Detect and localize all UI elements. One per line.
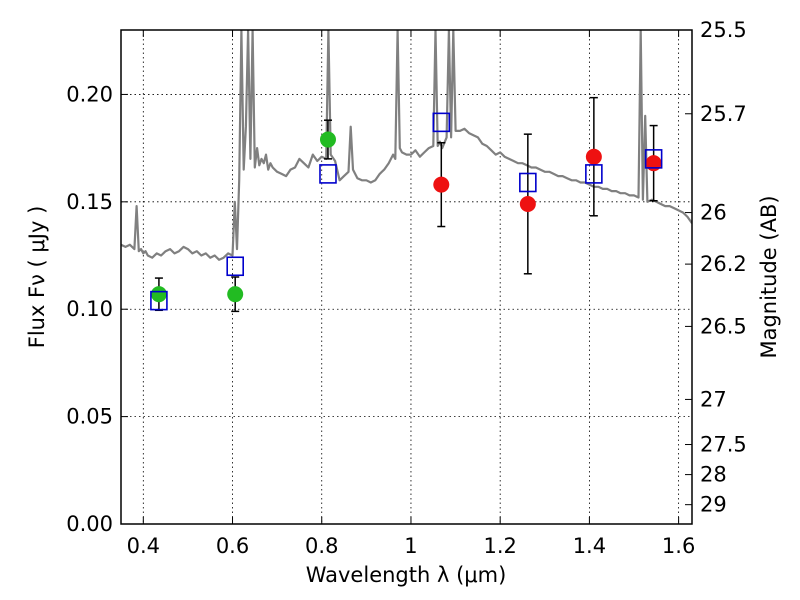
plot-frame: [120, 29, 693, 525]
red-photometry-points: [433, 148, 662, 212]
y-tick-label: 0.20: [66, 82, 113, 106]
y2-tick-label: 25.5: [700, 18, 747, 42]
y2-tick-label: 28: [700, 463, 727, 487]
y-tick-label: 0.05: [66, 405, 113, 429]
green-data-point: [150, 286, 167, 303]
model-photometry-boxes: [150, 112, 663, 311]
y2-tick-label: 26: [700, 201, 727, 225]
green-data-point: [227, 286, 244, 303]
y-axis-ticks: 0.00 0.05 0.10 0.15 0.20: [66, 82, 128, 536]
y2-tick-label: 26.5: [700, 314, 747, 338]
x-tick-label: 0.6: [216, 534, 249, 558]
y2-tick-label: 27.5: [700, 433, 747, 457]
model-photometry-box: [519, 172, 537, 193]
y2-axis-ticks: 25.5 25.7 26 26.2 26.5 27 27.5 28 29: [685, 18, 747, 517]
x-axis-ticks: 0.4 0.6 0.8 1 1.2 1.4 1.6: [127, 30, 695, 558]
model-photometry-box: [644, 149, 663, 169]
y-tick-label: 0.00: [66, 512, 113, 536]
y-axis-label: Flux Fν ( μJy ): [25, 206, 49, 349]
model-photometry-box: [226, 256, 244, 277]
model-photometry-box: [585, 164, 603, 184]
red-data-point: [433, 176, 450, 193]
x-axis-label: Wavelength λ (μm): [306, 563, 507, 587]
y2-axis-label: Magnitude (AB): [757, 195, 781, 358]
error-bars: [154, 96, 658, 313]
x-tick-label: 1: [404, 534, 417, 558]
model-photometry-box: [432, 112, 451, 133]
x-tick-label: 1.4: [573, 534, 606, 558]
green-photometry-points: [150, 131, 336, 303]
y2-tick-label: 25.7: [700, 102, 747, 126]
y2-tick-label: 29: [700, 493, 727, 517]
grid-lines: [121, 30, 692, 524]
red-data-point: [519, 195, 536, 212]
y-tick-label: 0.15: [66, 190, 113, 214]
x-tick-label: 1.2: [483, 534, 516, 558]
green-data-point: [319, 131, 336, 148]
y2-tick-label: 27: [700, 387, 727, 411]
red-data-point: [585, 148, 602, 165]
y-tick-label: 0.10: [66, 297, 113, 321]
model-spectrum-line: [121, 30, 692, 261]
x-tick-label: 0.8: [305, 534, 338, 558]
y2-tick-label: 26.2: [700, 252, 747, 276]
red-data-point: [645, 155, 662, 172]
x-tick-label: 1.6: [662, 534, 695, 558]
model-photometry-box: [319, 164, 337, 184]
model-photometry-box: [150, 290, 168, 311]
model-spectrum: [121, 30, 692, 261]
x-tick-label: 0.4: [127, 534, 160, 558]
